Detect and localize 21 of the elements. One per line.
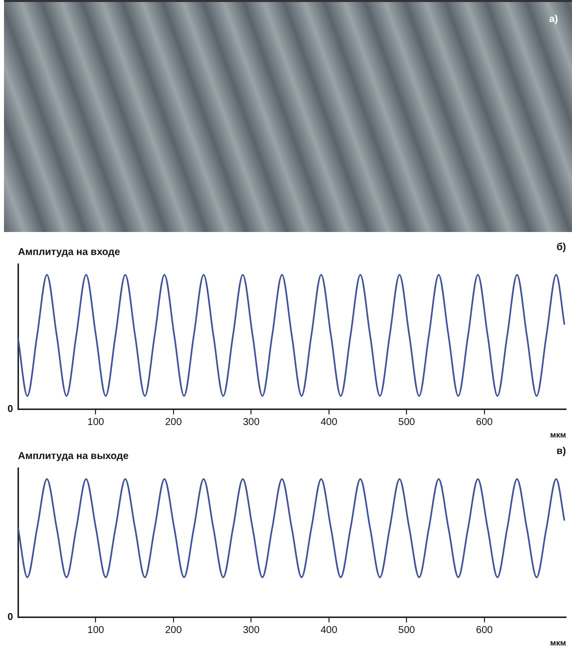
x-tick-label: 600 [476, 625, 494, 636]
text: б) [556, 242, 566, 253]
x-tick-label: 500 [398, 625, 416, 636]
x-tick-label: 200 [165, 417, 182, 428]
x-axis-title: мкм [550, 430, 566, 440]
x-tick-label: 400 [320, 625, 338, 636]
x-tick-label: 100 [87, 417, 105, 428]
text: 0 [7, 404, 14, 416]
chart-title: Амплитуда на входе [18, 246, 120, 258]
x-axis-title: мкм [550, 638, 566, 648]
chart-title: Амплитуда на выходе [18, 450, 130, 462]
x-tick-label: 300 [242, 625, 260, 636]
x-tick-label: 300 [242, 417, 260, 428]
x-tick-label: 400 [320, 417, 338, 428]
x-tick-label: 200 [165, 625, 182, 636]
x-tick-label: 500 [398, 417, 416, 428]
text: 0 [7, 612, 14, 624]
x-tick-label: 600 [476, 417, 494, 428]
x-tick-label: 100 [87, 625, 105, 636]
text: в) [556, 446, 566, 457]
text: а) [549, 14, 558, 25]
